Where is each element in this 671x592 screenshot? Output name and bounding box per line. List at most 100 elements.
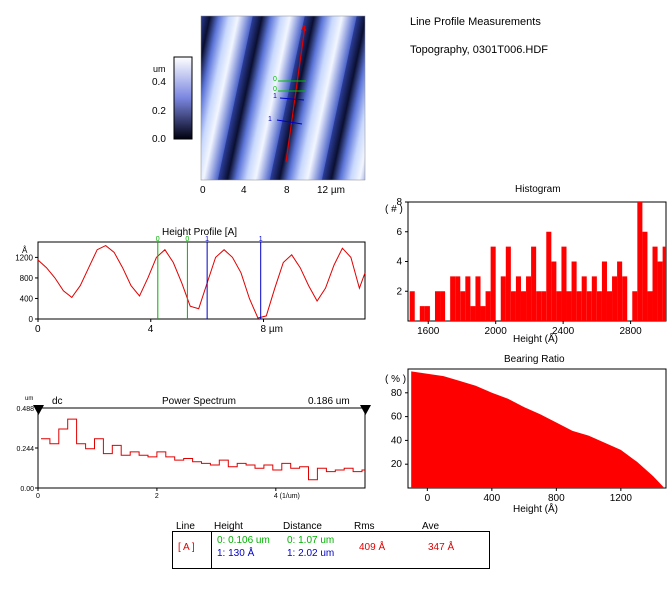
profile-line[interactable] bbox=[285, 25, 306, 163]
histogram-bar bbox=[657, 261, 663, 321]
power-spectrum-chart: Power Spectrum dc 0.186 um um 0.488 0.244… bbox=[16, 396, 371, 500]
color-scale-bar bbox=[173, 56, 193, 140]
histogram-bar bbox=[470, 306, 476, 321]
bearing-ratio-xtick-label: 800 bbox=[548, 493, 565, 504]
cursor-label-0b: 0 bbox=[273, 86, 277, 93]
height-profile-xtick-label: 8 µm bbox=[261, 324, 283, 335]
header-line: Line bbox=[176, 521, 195, 532]
file-subtitle: Topography, 0301T006.HDF bbox=[410, 44, 548, 56]
height-profile-title: Height Profile [A] bbox=[162, 227, 237, 238]
height-profile-xtick-label: 0 bbox=[35, 324, 41, 335]
histogram-bar bbox=[632, 291, 638, 321]
histogram-xtick-label: 1600 bbox=[417, 326, 440, 337]
height-profile-ylabel: Å bbox=[22, 246, 28, 255]
histogram-chart: Histogram ( # ) Height (Å) 8 6 4 2 1600 2000 2… bbox=[385, 184, 667, 345]
histogram-bar bbox=[581, 276, 587, 321]
power-spectrum-xtick-label: 0 bbox=[36, 493, 40, 500]
scale-tick-00: 0.0 bbox=[152, 134, 166, 145]
right-cursor-marker-icon[interactable] bbox=[360, 405, 371, 415]
histogram-bar bbox=[556, 291, 562, 321]
height-profile-ytick-label: 0 bbox=[29, 315, 34, 324]
scale-unit: um bbox=[153, 64, 166, 74]
histogram-bar bbox=[510, 291, 516, 321]
cursor-label-0a: 0 bbox=[273, 76, 277, 83]
power-spectrum-line bbox=[41, 418, 365, 481]
histogram-ytick-label: 8 bbox=[396, 197, 402, 208]
power-spectrum-frame bbox=[37, 407, 366, 489]
height-profile-ytick-label: 800 bbox=[20, 274, 34, 283]
histogram-bar bbox=[551, 261, 557, 321]
bearing-ratio-xtick-label: 1200 bbox=[610, 493, 633, 504]
histogram-bar bbox=[419, 306, 425, 321]
topography-panel: um 0.4 0.2 0.0 A 0 0 1 1 0 4 8 12 µm bbox=[152, 15, 366, 196]
bearing-ratio-xtick-label: 400 bbox=[484, 493, 501, 504]
histogram-bar bbox=[531, 246, 537, 321]
histogram-bar bbox=[612, 276, 618, 321]
histogram-bar bbox=[566, 291, 572, 321]
power-spectrum-mode: dc bbox=[52, 396, 63, 407]
histogram-bar bbox=[642, 231, 648, 321]
line-id[interactable]: [ A ] bbox=[178, 542, 195, 553]
power-spectrum-xtick-label: 2 bbox=[155, 493, 159, 500]
histogram-xtick-label: 2000 bbox=[485, 326, 508, 337]
power-spectrum-ytick-label: 0.488 bbox=[16, 406, 34, 413]
histogram-bar bbox=[606, 291, 613, 321]
cursor-label-1a: 1 bbox=[273, 93, 277, 100]
histogram-title: Histogram bbox=[515, 184, 561, 195]
header-ave: Ave bbox=[422, 521, 440, 532]
power-spectrum-ytick-label: 0.00 bbox=[20, 486, 34, 493]
histogram-bar bbox=[576, 291, 582, 321]
histogram-bar bbox=[647, 291, 653, 321]
histogram-bar bbox=[662, 246, 666, 321]
bearing-ratio-area bbox=[411, 371, 665, 488]
height-profile-cursor-label: 1 bbox=[259, 236, 263, 243]
power-spectrum-ylabel: um bbox=[25, 396, 33, 402]
histogram-bar bbox=[460, 291, 466, 321]
power-spectrum-title: Power Spectrum bbox=[162, 396, 236, 407]
bearing-ratio-title: Bearing Ratio bbox=[504, 354, 565, 365]
histogram-bar bbox=[536, 291, 542, 321]
histogram-xtick-label: 2800 bbox=[619, 326, 642, 337]
histogram-bar bbox=[465, 276, 471, 321]
histogram-bar bbox=[455, 276, 461, 321]
histogram-bar bbox=[546, 231, 552, 321]
histogram-bar bbox=[475, 276, 481, 321]
left-cursor-marker-icon[interactable] bbox=[33, 405, 44, 415]
histogram-bar bbox=[561, 246, 567, 321]
histogram-bar bbox=[485, 291, 491, 321]
height-profile-ytick-label: 1200 bbox=[15, 253, 33, 262]
bearing-ratio-ytick-label: 80 bbox=[391, 388, 403, 399]
histogram-bar bbox=[450, 276, 456, 321]
histogram-ytick-label: 4 bbox=[396, 257, 402, 268]
histogram-ylabel: ( # ) bbox=[385, 204, 403, 215]
power-spectrum-cursor-value: 0.186 um bbox=[308, 396, 350, 407]
scale-tick-02: 0.2 bbox=[152, 106, 166, 117]
histogram-bar bbox=[617, 261, 623, 321]
bearing-ratio-xlabel: Height (Å) bbox=[513, 502, 558, 515]
header-height: Height bbox=[214, 521, 243, 532]
profile-line-label: A bbox=[301, 24, 307, 33]
height-profile-line bbox=[37, 245, 366, 319]
ave-value: 347 Å bbox=[428, 542, 455, 553]
cursor-label-1b: 1 bbox=[268, 116, 272, 123]
cursor-1a[interactable] bbox=[279, 97, 305, 101]
header-distance: Distance bbox=[283, 521, 322, 532]
header-rms: Rms bbox=[354, 521, 375, 532]
results-box: [ A ] 0: 0.106 um 1: 130 Å 0: 1.07 um 1:… bbox=[172, 531, 490, 569]
histogram-bar bbox=[637, 202, 643, 321]
image-xtick-8: 8 bbox=[284, 185, 290, 196]
histogram-bar bbox=[526, 276, 532, 321]
histogram-bar bbox=[440, 291, 446, 321]
image-xtick-0: 0 bbox=[200, 185, 206, 196]
histogram-bar bbox=[571, 261, 577, 321]
histogram-xlabel: Height (Å) bbox=[513, 332, 558, 345]
cursor-1b[interactable] bbox=[276, 119, 303, 125]
bearing-ratio-ytick-label: 60 bbox=[391, 412, 403, 423]
scale-tick-04: 0.4 bbox=[152, 77, 166, 88]
distance-0: 0: 1.07 um bbox=[287, 535, 335, 546]
histogram-ytick-label: 6 bbox=[396, 227, 402, 238]
image-xtick-4: 4 bbox=[241, 185, 247, 196]
histogram-bar bbox=[520, 291, 527, 321]
histogram-bar bbox=[434, 291, 441, 321]
